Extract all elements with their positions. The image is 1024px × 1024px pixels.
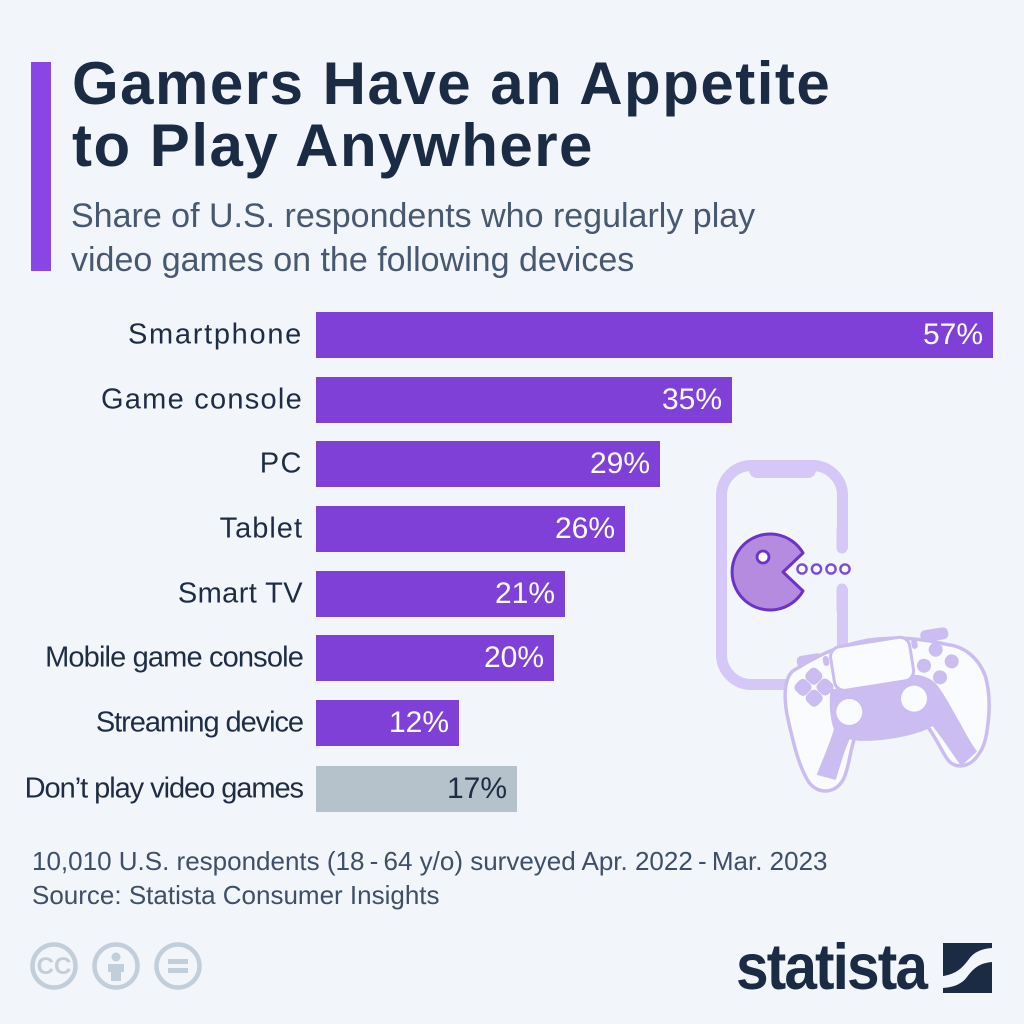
svg-text:CC: CC xyxy=(37,953,72,980)
